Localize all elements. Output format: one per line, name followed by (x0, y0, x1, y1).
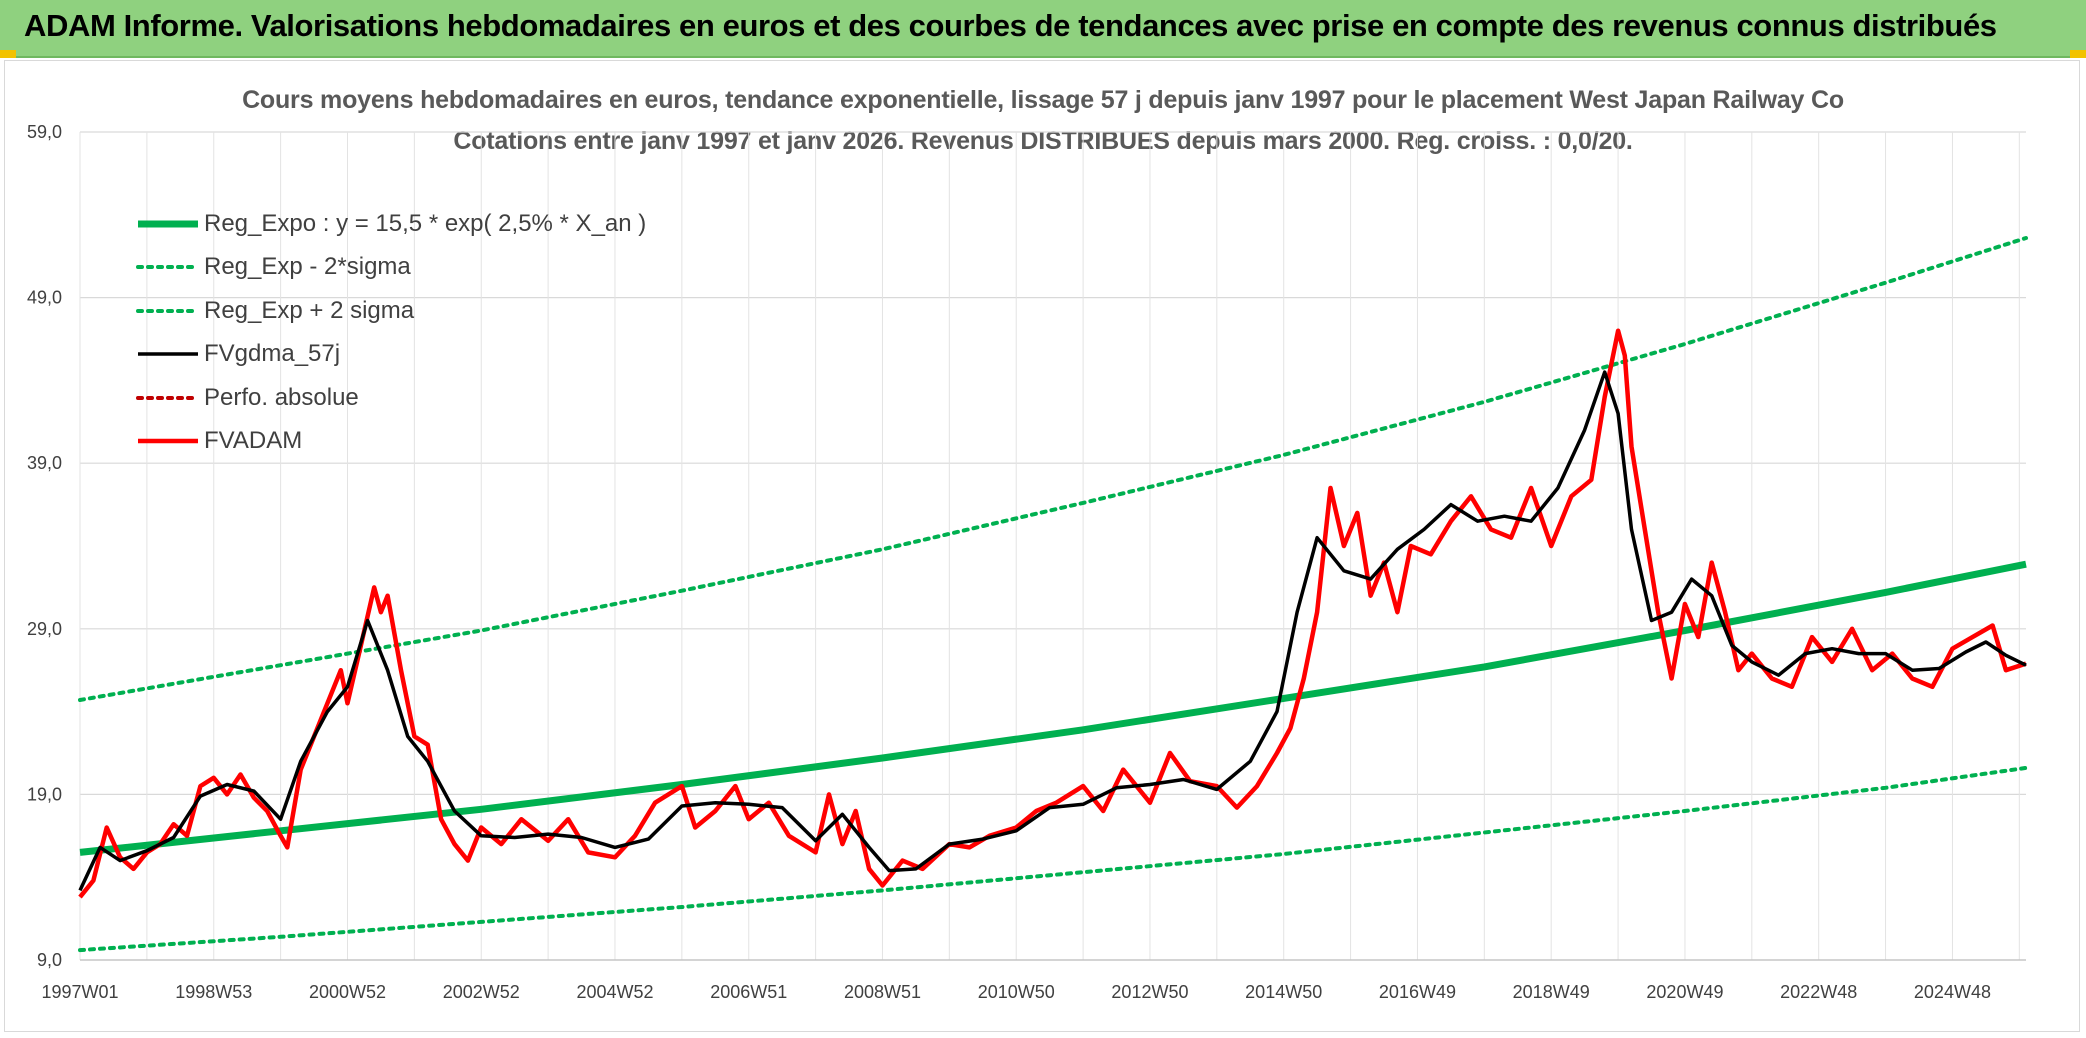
x-tick-label: 2014W50 (1245, 982, 1322, 1002)
report-banner: ADAM Informe. Valorisations hebdomadaire… (0, 0, 2086, 58)
legend-item: Perfo. absolue (136, 376, 646, 420)
legend-item: Reg_Expo : y = 15,5 * exp( 2,5% * X_an ) (136, 202, 646, 246)
x-tick-label: 2004W52 (576, 982, 653, 1002)
x-tick-label: 2018W49 (1513, 982, 1590, 1002)
y-tick-label: 39,0 (27, 453, 62, 473)
y-tick-label: 49,0 (27, 288, 62, 308)
y-tick-label: 59,0 (27, 122, 62, 142)
x-tick-label: 2006W51 (710, 982, 787, 1002)
banner-corner-right (2070, 50, 2086, 58)
x-tick-label: 1997W01 (41, 982, 118, 1002)
legend-swatch (138, 439, 198, 444)
legend-item: Reg_Exp + 2 sigma (136, 289, 646, 333)
x-tick-label: 2024W48 (1914, 982, 1991, 1002)
legend-label: Perfo. absolue (204, 383, 359, 411)
y-tick-label: 9,0 (37, 950, 62, 970)
legend-label: FVgdma_57j (204, 340, 341, 368)
legend-label: Reg_Exp - 2*sigma (204, 253, 411, 281)
legend-item: FVgdma_57j (136, 333, 646, 377)
legend-swatch (138, 220, 198, 228)
x-tick-label: 2020W49 (1646, 982, 1723, 1002)
banner-corner-left (0, 50, 16, 58)
chart-legend: Reg_Expo : y = 15,5 * exp( 2,5% * X_an )… (136, 202, 646, 463)
series-line-3 (78, 370, 2027, 892)
x-tick-label: 1998W53 (175, 982, 252, 1002)
legend-swatch (136, 265, 200, 270)
report-title: ADAM Informe. Valorisations hebdomadaire… (24, 8, 1997, 43)
series-line-2 (78, 236, 2028, 702)
legend-label: Reg_Exp + 2 sigma (204, 296, 415, 324)
x-tick-label: 2000W52 (309, 982, 386, 1002)
chart-frame (4, 60, 2080, 1032)
y-tick-label: 29,0 (27, 619, 62, 639)
series-line-5 (78, 328, 2027, 899)
series-line-1 (78, 765, 2028, 953)
y-tick-label: 19,0 (27, 784, 62, 804)
x-tick-label: 2010W50 (978, 982, 1055, 1002)
legend-label: Reg_Expo : y = 15,5 * exp( 2,5% * X_an ) (204, 209, 647, 237)
x-tick-label: 2016W49 (1379, 982, 1456, 1002)
legend-label: FVADAM (204, 427, 303, 455)
legend-swatch (136, 395, 200, 400)
legend-swatch (136, 308, 200, 313)
legend-item: Reg_Exp - 2*sigma (136, 246, 646, 290)
x-tick-label: 2022W48 (1780, 982, 1857, 1002)
legend-swatch (138, 352, 198, 356)
x-tick-label: 2008W51 (844, 982, 921, 1002)
series-line-0 (79, 560, 2027, 856)
chart-title: Cours moyens hebdomadaires en euros, ten… (242, 86, 1844, 114)
x-tick-label: 2012W50 (1111, 982, 1188, 1002)
legend-item: FVADAM (136, 420, 646, 464)
x-tick-label: 2002W52 (443, 982, 520, 1002)
